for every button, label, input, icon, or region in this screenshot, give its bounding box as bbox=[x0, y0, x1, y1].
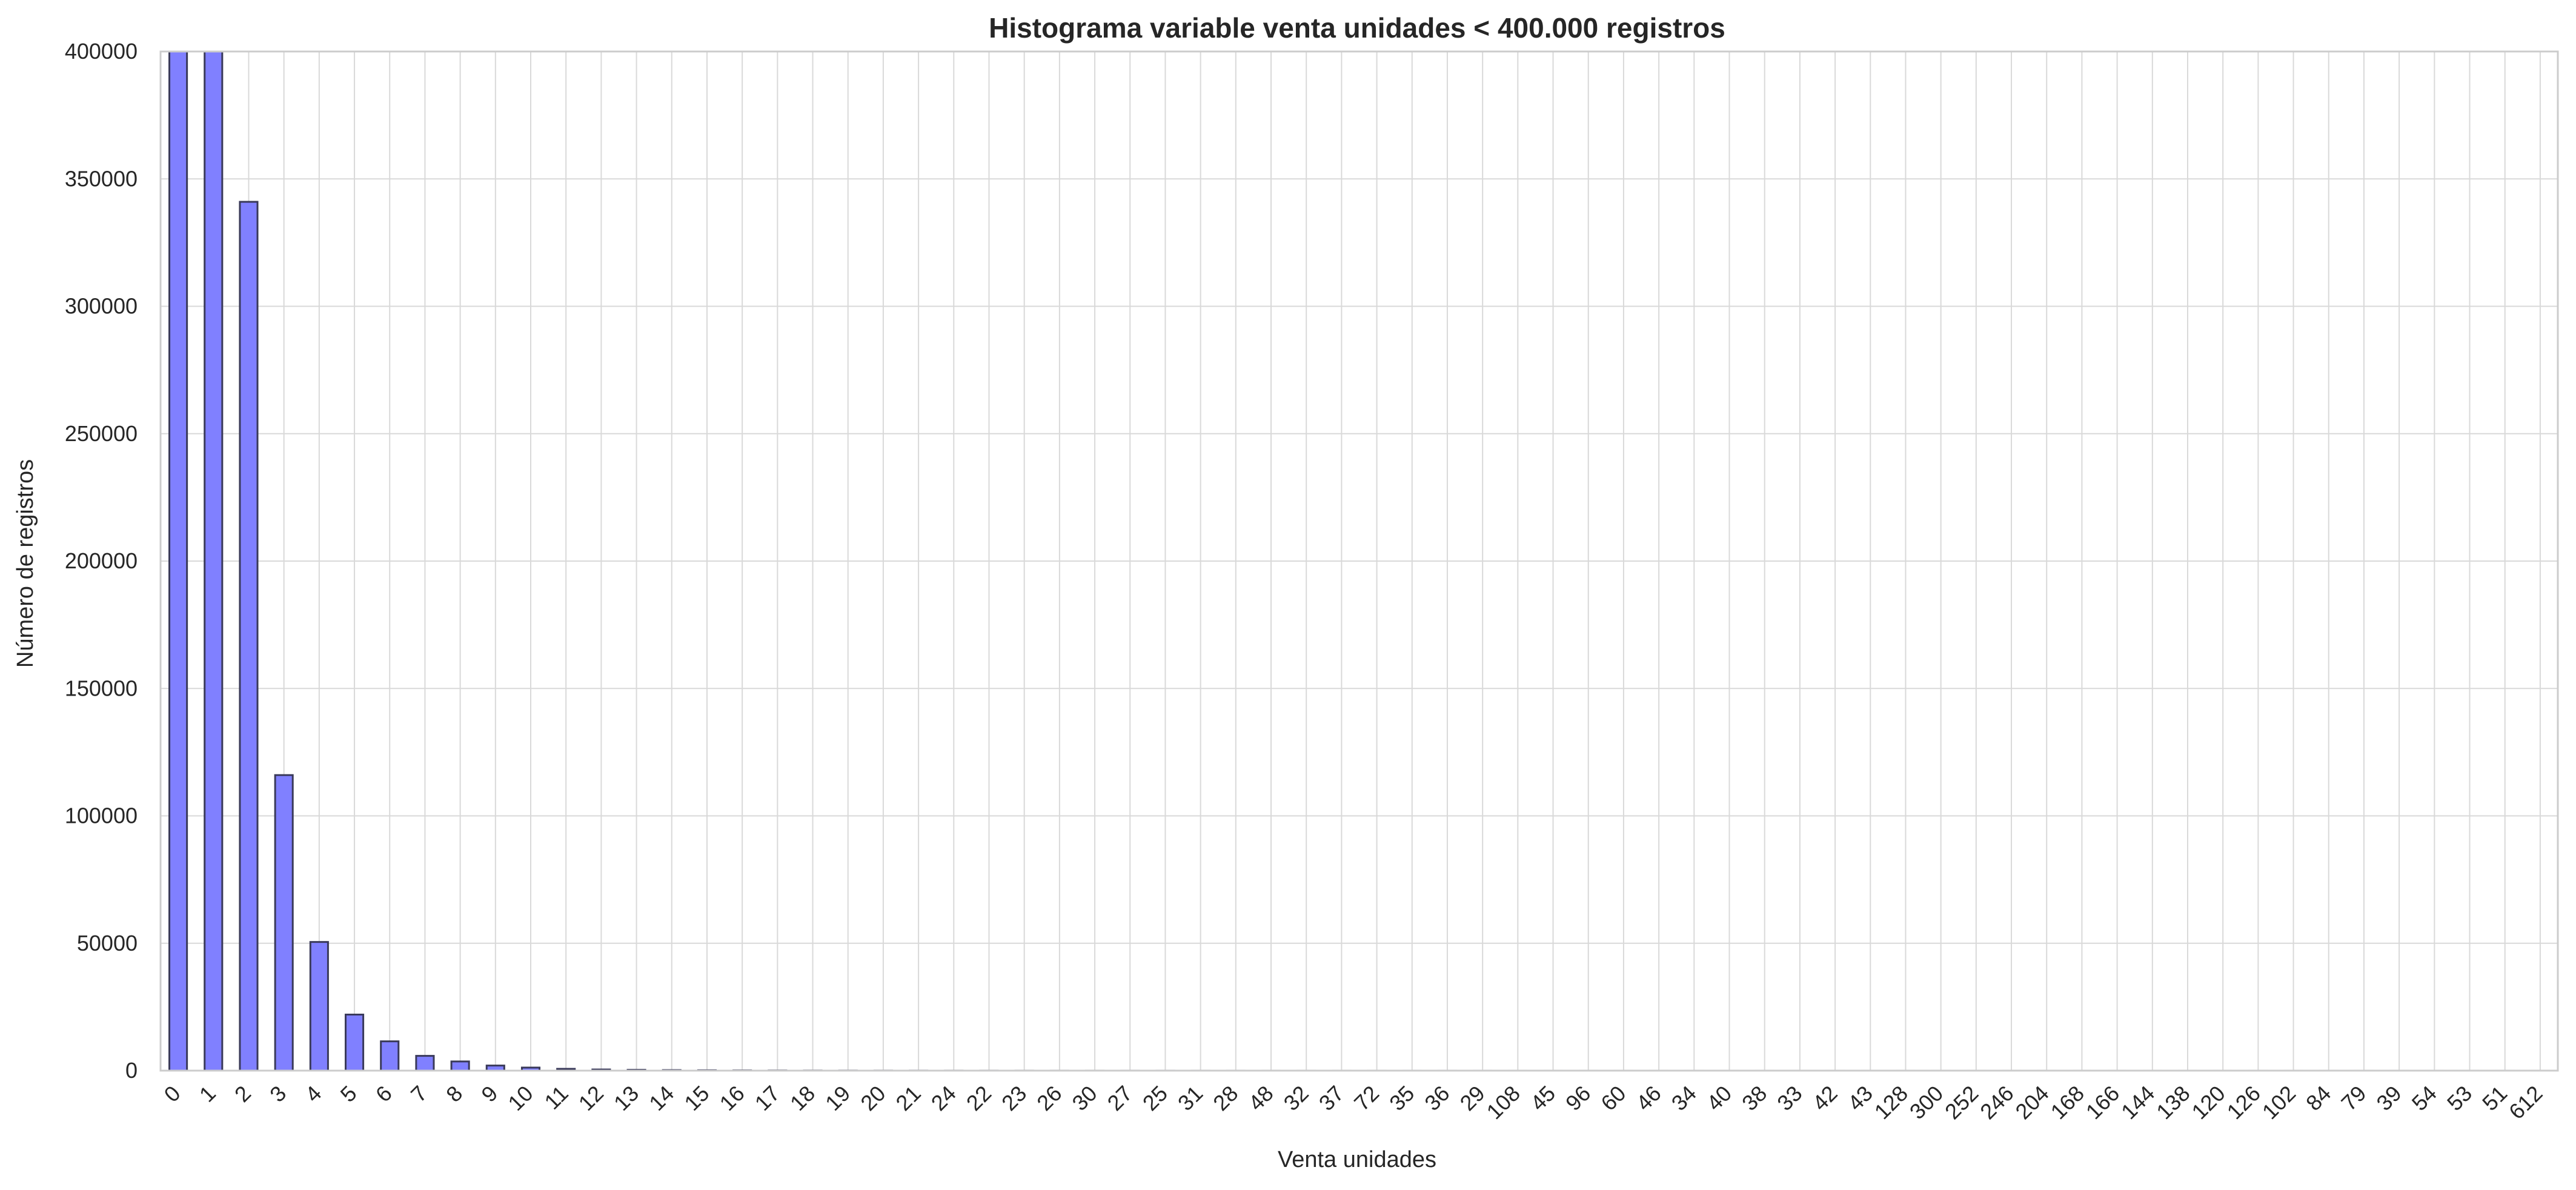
bar-3 bbox=[274, 774, 294, 1072]
bar-1 bbox=[204, 50, 224, 1072]
y-tick-label: 400000 bbox=[65, 39, 138, 64]
y-tick-label: 150000 bbox=[65, 676, 138, 700]
y-tick-label: 200000 bbox=[65, 548, 138, 573]
bar-6 bbox=[380, 1040, 400, 1072]
y-tick-label: 250000 bbox=[65, 421, 138, 446]
y-tick-label: 0 bbox=[125, 1058, 138, 1083]
y-tick-label: 350000 bbox=[65, 166, 138, 191]
plot-frame bbox=[159, 50, 2559, 1072]
y-axis-label: Número de registros bbox=[13, 459, 38, 668]
y-tick-label: 300000 bbox=[65, 294, 138, 319]
bar-0 bbox=[168, 50, 188, 1072]
y-tick-label: 100000 bbox=[65, 803, 138, 828]
bar-2 bbox=[239, 201, 259, 1072]
y-tick-label: 50000 bbox=[77, 931, 138, 956]
bar-5 bbox=[345, 1013, 365, 1072]
bar-8 bbox=[450, 1060, 470, 1072]
bar-4 bbox=[309, 941, 329, 1072]
y-tick-labels: 0 50000 100000 150000 200000 250000 300000 3500… bbox=[65, 39, 138, 1083]
chart-title: Histograma variable venta unidades < 400… bbox=[989, 12, 1725, 44]
bar-7 bbox=[415, 1055, 435, 1072]
x-axis-label: Venta unidades bbox=[1278, 1147, 1436, 1172]
